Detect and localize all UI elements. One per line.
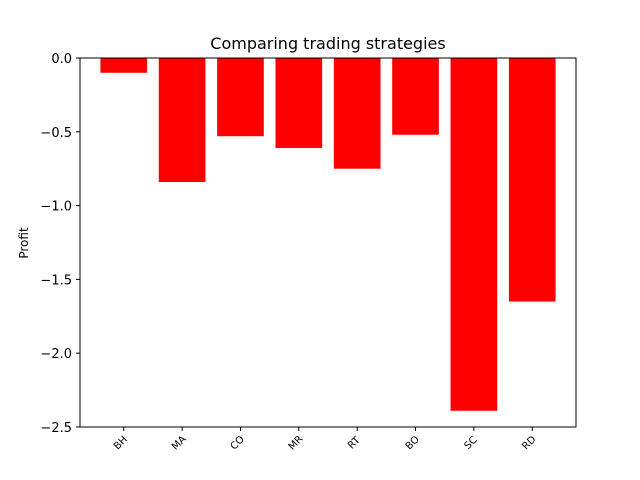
y-tick-label-0: 0.0: [51, 52, 72, 67]
plot-frame: [79, 57, 577, 428]
bar-mr: [275, 58, 323, 149]
y-tick-label-3: −1.5: [40, 273, 72, 288]
y-tick-label-5: −2.5: [40, 421, 72, 436]
y-axis: 0.0 −0.5 −1.0 −1.5 −2.0 −2.5: [40, 52, 80, 436]
y-tick-label-1: −0.5: [40, 126, 72, 141]
bar-bo: [392, 58, 439, 135]
bars-group: [100, 58, 556, 411]
bar-rd: [508, 58, 556, 302]
y-axis-label: Profit: [17, 227, 31, 259]
bar-sc: [450, 58, 498, 411]
bar-bh: [100, 58, 148, 73]
y-tick-label-2: −1.0: [40, 200, 72, 215]
bar-co: [217, 58, 264, 137]
bar-ma: [158, 58, 206, 182]
bar-rt: [333, 58, 381, 169]
y-tick-label-4: −2.0: [40, 347, 72, 362]
chart-title: Comparing trading strategies: [210, 34, 445, 53]
